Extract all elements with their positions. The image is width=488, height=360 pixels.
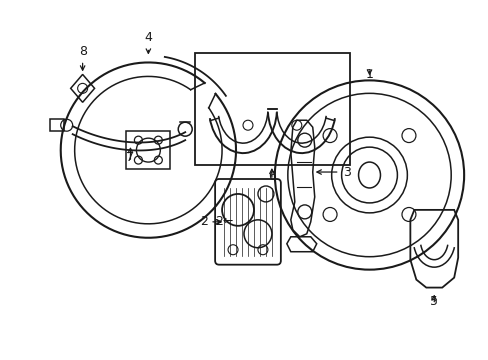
Text: 2: 2 [200, 215, 208, 228]
Text: 7: 7 [126, 151, 134, 164]
Text: 6: 6 [267, 170, 275, 183]
Text: 5: 5 [429, 294, 437, 307]
Text: 3: 3 [342, 166, 350, 179]
Bar [50, 119, 63, 131]
Bar [195, 54, 349, 165]
Text: 2←: 2← [215, 215, 233, 228]
Text: 4: 4 [144, 31, 152, 44]
Bar [126, 131, 170, 169]
Text: 1: 1 [365, 68, 373, 81]
Text: 8: 8 [79, 45, 86, 58]
